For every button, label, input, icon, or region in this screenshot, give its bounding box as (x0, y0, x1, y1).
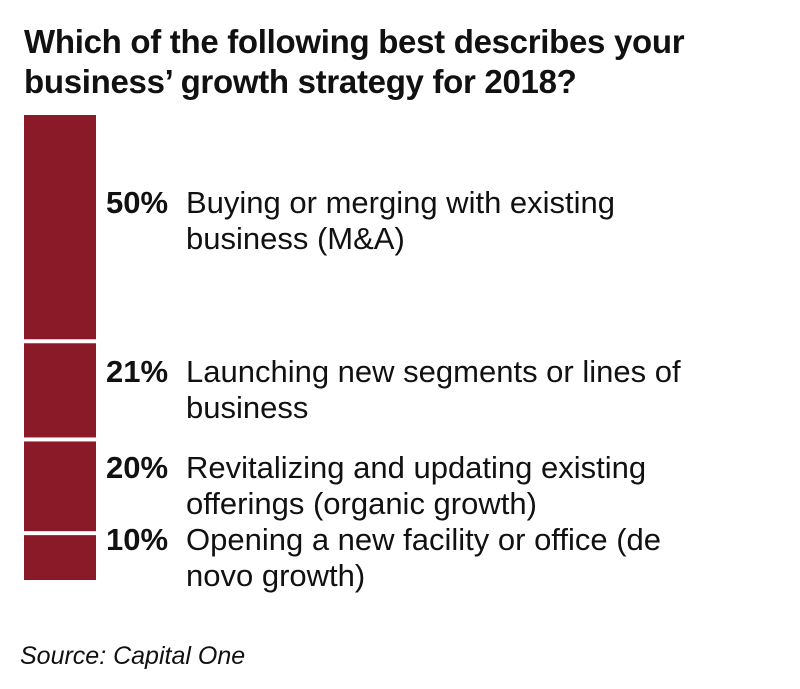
chart-title: Which of the following best describes yo… (24, 23, 685, 100)
value-label: 10% (106, 521, 169, 557)
bar-segment-1 (24, 115, 96, 340)
bar-segment-3 (24, 441, 96, 532)
bar-segment-4 (24, 535, 96, 580)
category-label: Launching new segments or lines of busin… (186, 354, 681, 426)
category-label: Revitalizing and updating existing offer… (186, 450, 647, 522)
category-label: Opening a new facility or office (de nov… (186, 521, 662, 593)
segment-label-4: 10% Opening a new facility or office (de … (106, 522, 706, 594)
category-label: Buying or merging with existing business… (186, 185, 616, 257)
segment-label-1: 50% Buying or merging with existing busin… (106, 185, 706, 257)
bar-segment-2 (24, 343, 96, 438)
value-label: 50% (106, 185, 169, 221)
segment-label-2: 21% Launching new segments or lines of bu… (106, 354, 706, 426)
segment-label-3: 20% Revitalizing and updating existing of… (106, 450, 706, 522)
source-note: Source: Capital One (20, 642, 246, 670)
value-label: 21% (106, 354, 169, 390)
value-label: 20% (106, 450, 169, 486)
